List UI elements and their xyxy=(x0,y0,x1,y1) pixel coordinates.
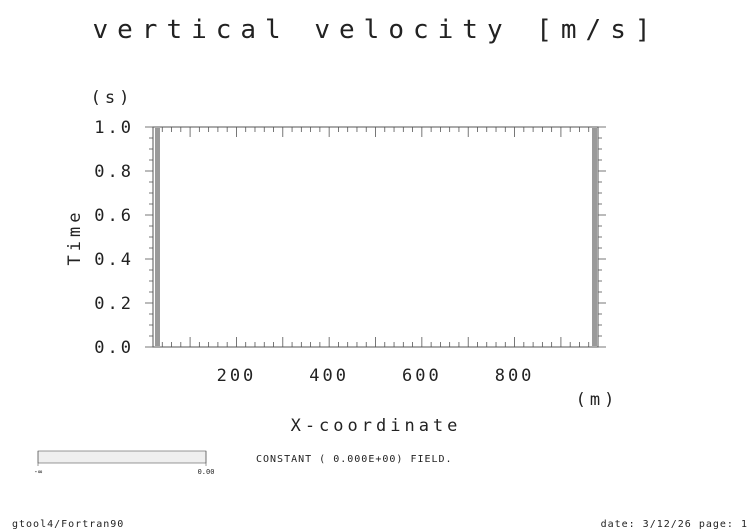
chart-title: vertical velocity [m/s] xyxy=(92,15,659,45)
y-tick-label: 0.8 xyxy=(94,162,134,182)
footer-left: gtool4/Fortran90 xyxy=(12,519,124,530)
y-tick-label: 0.4 xyxy=(94,250,134,270)
colorbar: -∞ 0.00 xyxy=(34,450,215,476)
y-axis-unit: (s) xyxy=(91,88,134,108)
x-axis-title: X-coordinate xyxy=(291,416,462,436)
plot-frame xyxy=(152,126,599,348)
x-tick-label: 800 xyxy=(495,366,535,386)
x-axis-unit: (m) xyxy=(576,390,619,410)
colorbar-bar xyxy=(37,450,207,464)
y-tick-label: 1.0 xyxy=(94,118,134,138)
y-tick-label: 0.0 xyxy=(94,338,134,358)
left-boundary-band xyxy=(155,128,160,346)
y-tick-label: 0.2 xyxy=(94,294,134,314)
y-axis-title: Time xyxy=(65,209,85,266)
footer-right: date: 3/12/26 page: 1 xyxy=(601,519,748,530)
y-tick-labels: 0.0 0.2 0.4 0.6 0.8 1.0 xyxy=(94,118,134,358)
y-tick-label: 0.6 xyxy=(94,206,134,226)
field-message: CONSTANT ( 0.000E+00) FIELD. xyxy=(256,454,453,465)
axis-ticks xyxy=(145,126,606,348)
right-boundary-band xyxy=(592,128,597,346)
x-tick-label: 600 xyxy=(402,366,442,386)
colorbar-min-label: -∞ xyxy=(34,468,42,476)
x-tick-label: 400 xyxy=(309,366,349,386)
x-tick-label: 200 xyxy=(217,366,257,386)
x-tick-labels: 200 400 600 800 xyxy=(217,366,535,386)
colorbar-max-label: 0.00 xyxy=(198,468,215,476)
